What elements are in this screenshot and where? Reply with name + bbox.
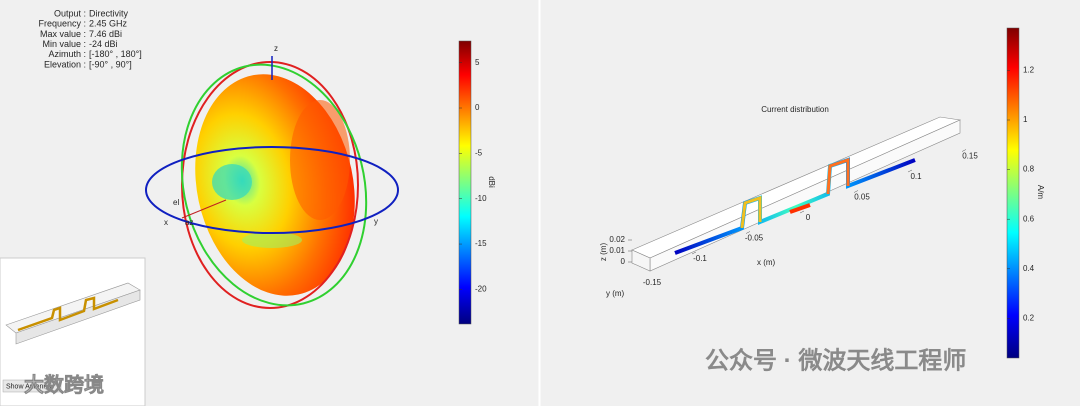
colorbar-label: dBi — [487, 176, 496, 188]
info-value: -24 dBi — [89, 39, 118, 49]
el-axis — [181, 199, 227, 219]
z-tick-label: 0.01 — [609, 246, 625, 255]
axis-label: az — [185, 218, 193, 227]
x-tick — [745, 231, 751, 234]
inset-trace — [17, 296, 119, 332]
colorbar-tick-label: 0.2 — [1023, 314, 1035, 323]
colorbar-ticks: 5 0 -5 -10 -15 -20 — [459, 58, 487, 294]
colorbar-tick-label: -15 — [475, 239, 487, 248]
show-antenna-button[interactable] — [2, 379, 62, 393]
lobe-shade — [290, 100, 350, 220]
colorbar-label: A/m — [1036, 185, 1045, 200]
board-side — [631, 249, 651, 272]
stub-2 — [826, 157, 850, 195]
colorbar-tick-label: -10 — [475, 194, 487, 203]
info-label: Output : — [54, 8, 86, 18]
stub-1 — [740, 195, 762, 229]
axis-label: x — [164, 218, 168, 227]
colorbar-tick-label: 5 — [475, 58, 480, 67]
info-label: Min value : — [42, 39, 86, 49]
x-tick-label: -0.05 — [745, 234, 764, 243]
colorbar-tick-label: 1.2 — [1023, 66, 1035, 75]
x-tick-label: 0.15 — [962, 152, 978, 161]
info-value: Directivity — [89, 8, 129, 18]
z-tick-label: 0.02 — [609, 235, 625, 244]
colorbar-tick-label: 0.4 — [1023, 264, 1035, 273]
info-label: Azimuth : — [48, 49, 86, 59]
x-axis-label: x (m) — [757, 258, 776, 267]
info-label: Frequency : — [38, 19, 86, 29]
elevation-ring-2 — [180, 63, 368, 307]
y-axis-label: y (m) — [606, 289, 625, 298]
z-tick-label: 0 — [621, 257, 626, 266]
watermark: 公众号 · 微波天线工程师 — [705, 346, 966, 374]
x-tick — [691, 251, 697, 255]
colorbar-tick-label: 0.8 — [1023, 165, 1035, 174]
axis-label: el — [173, 198, 179, 207]
info-label: Max value : — [40, 29, 86, 39]
pattern: z x y el az — [145, 44, 399, 309]
info-value: [-180° , 180°] — [89, 49, 142, 59]
info-label: Elevation : — [44, 59, 86, 69]
watermark: 大数跨境 — [24, 372, 104, 396]
colorbar-ticks: 1.2 1 0.8 0.6 0.4 0.2 — [1007, 66, 1035, 323]
x-tick-label: 0.05 — [854, 193, 870, 202]
x-tick-label: 0 — [806, 213, 811, 222]
x-tick — [799, 210, 805, 214]
colorbar-tick-label: 1 — [1023, 115, 1028, 124]
axis-label: z — [274, 44, 278, 53]
colorbar — [1006, 27, 1020, 359]
info-value: [-90° , 90°] — [89, 59, 132, 69]
x-tick-label: -0.1 — [693, 254, 707, 263]
azimuth-ring — [145, 146, 399, 234]
colorbar-tick-label: -20 — [475, 285, 487, 294]
axis-label: y — [374, 217, 378, 226]
feed — [789, 203, 811, 214]
colorbar-tick-label: 0.6 — [1023, 214, 1035, 223]
plot-title: Current distribution — [761, 105, 829, 114]
x-tick-label: 0.1 — [910, 172, 922, 181]
x-tick — [961, 149, 967, 152]
lobe-null — [212, 164, 252, 200]
lobe-band — [242, 232, 302, 248]
x-tick — [907, 169, 913, 173]
colorbar-tick-label: -5 — [475, 148, 483, 157]
info-value: 7.46 dBi — [89, 29, 122, 39]
y-tick-label: -0.15 — [643, 278, 662, 287]
info-value: 2.45 GHz — [89, 19, 128, 29]
z-axis-label: z (m) — [599, 243, 608, 262]
current-axes: -0.1 -0.05 0 0.05 0.1 0.15 -0.15 0.02 0.01 0 — [609, 149, 978, 287]
x-tick — [853, 190, 859, 193]
colorbar — [458, 40, 472, 325]
button-label[interactable]: Show Antenna — [6, 383, 51, 390]
colorbar-tick-label: 0 — [475, 103, 480, 112]
